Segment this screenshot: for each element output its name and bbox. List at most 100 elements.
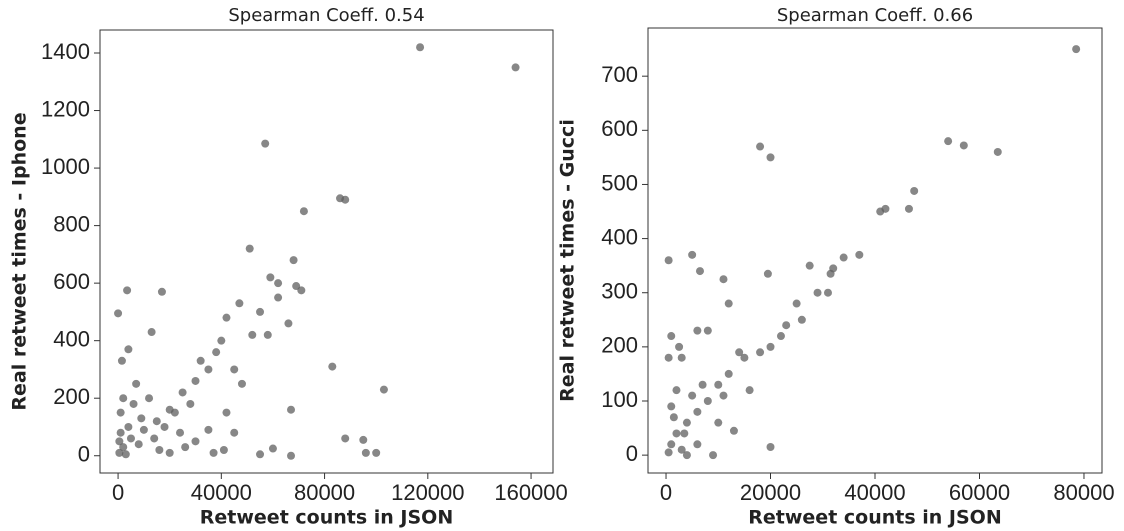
point (191, 437, 200, 446)
y-tick-label: 300 (601, 279, 638, 304)
point (855, 250, 864, 259)
point (416, 43, 425, 52)
point (714, 418, 723, 427)
y-tick-label: 400 (53, 326, 90, 351)
point (881, 204, 890, 213)
point (289, 256, 298, 265)
point (826, 269, 835, 278)
point (910, 186, 919, 195)
x-tick-label: 120000 (391, 480, 464, 505)
point (693, 407, 702, 416)
point (147, 328, 156, 337)
point (287, 451, 296, 460)
point (664, 256, 673, 265)
plot-frame (647, 27, 1103, 474)
y-tick-label: 700 (601, 62, 638, 87)
x-tick-label: 20000 (740, 480, 801, 505)
point (729, 426, 738, 435)
point (792, 299, 801, 308)
y-tick-label: 400 (601, 224, 638, 249)
point (132, 379, 141, 388)
point (756, 348, 765, 357)
point (361, 448, 370, 457)
point (677, 445, 686, 454)
plot-frame (99, 29, 554, 474)
point (284, 319, 293, 328)
point (274, 293, 283, 302)
point (196, 356, 205, 365)
point (672, 386, 681, 395)
point (698, 380, 707, 389)
x-tick-label: 40000 (844, 480, 905, 505)
point (823, 288, 832, 297)
point (245, 244, 254, 253)
point (266, 273, 275, 282)
y-tick-label: 200 (601, 333, 638, 358)
point (664, 353, 673, 362)
y-tick-label: 200 (53, 384, 90, 409)
point (719, 391, 728, 400)
point (703, 326, 712, 335)
point (766, 443, 775, 452)
point (150, 434, 159, 443)
point (959, 141, 968, 150)
point (766, 153, 775, 162)
point (993, 147, 1002, 156)
point (341, 195, 350, 204)
point (904, 204, 913, 213)
point (359, 435, 368, 444)
point (682, 451, 691, 460)
point (222, 313, 231, 322)
point (212, 348, 221, 357)
x-axis-label: Retweet counts in JSON (200, 507, 453, 529)
point (745, 386, 754, 395)
point (165, 448, 174, 457)
y-tick-label: 600 (53, 269, 90, 294)
point (372, 448, 381, 457)
point (116, 408, 125, 417)
point (274, 279, 283, 288)
point (693, 326, 702, 335)
y-tick-label: 100 (601, 387, 638, 412)
point (688, 250, 697, 259)
point (680, 429, 689, 438)
point (756, 142, 765, 151)
point (763, 269, 772, 278)
y-tick-label: 500 (601, 170, 638, 195)
point (160, 422, 169, 431)
point (191, 376, 200, 385)
point (219, 445, 228, 454)
y-tick-label: 0 (78, 442, 90, 467)
point (178, 388, 187, 397)
point (682, 418, 691, 427)
x-axis-label: Retweet counts in JSON (748, 507, 1001, 529)
point (230, 428, 239, 437)
point (379, 385, 388, 394)
point (664, 448, 673, 457)
point (268, 444, 277, 453)
x-tick-label: 0 (660, 480, 672, 505)
point (119, 394, 128, 403)
point (222, 408, 231, 417)
point (129, 399, 138, 408)
y-tick-label: 0 (626, 441, 638, 466)
chart-title: Spearman Coeff. 0.66 (777, 5, 973, 26)
y-tick-label: 1200 (41, 96, 90, 121)
point (126, 434, 135, 443)
point (204, 425, 213, 434)
point (297, 286, 306, 295)
point (123, 286, 132, 295)
point (256, 307, 265, 316)
point (152, 417, 161, 426)
point (328, 362, 337, 371)
x-tick-label: 40000 (191, 480, 252, 505)
point (667, 332, 676, 341)
point (299, 207, 308, 216)
point (677, 353, 686, 362)
point (740, 353, 749, 362)
y-tick-label: 1000 (41, 154, 90, 179)
point (724, 299, 733, 308)
point (766, 342, 775, 351)
point (797, 315, 806, 324)
